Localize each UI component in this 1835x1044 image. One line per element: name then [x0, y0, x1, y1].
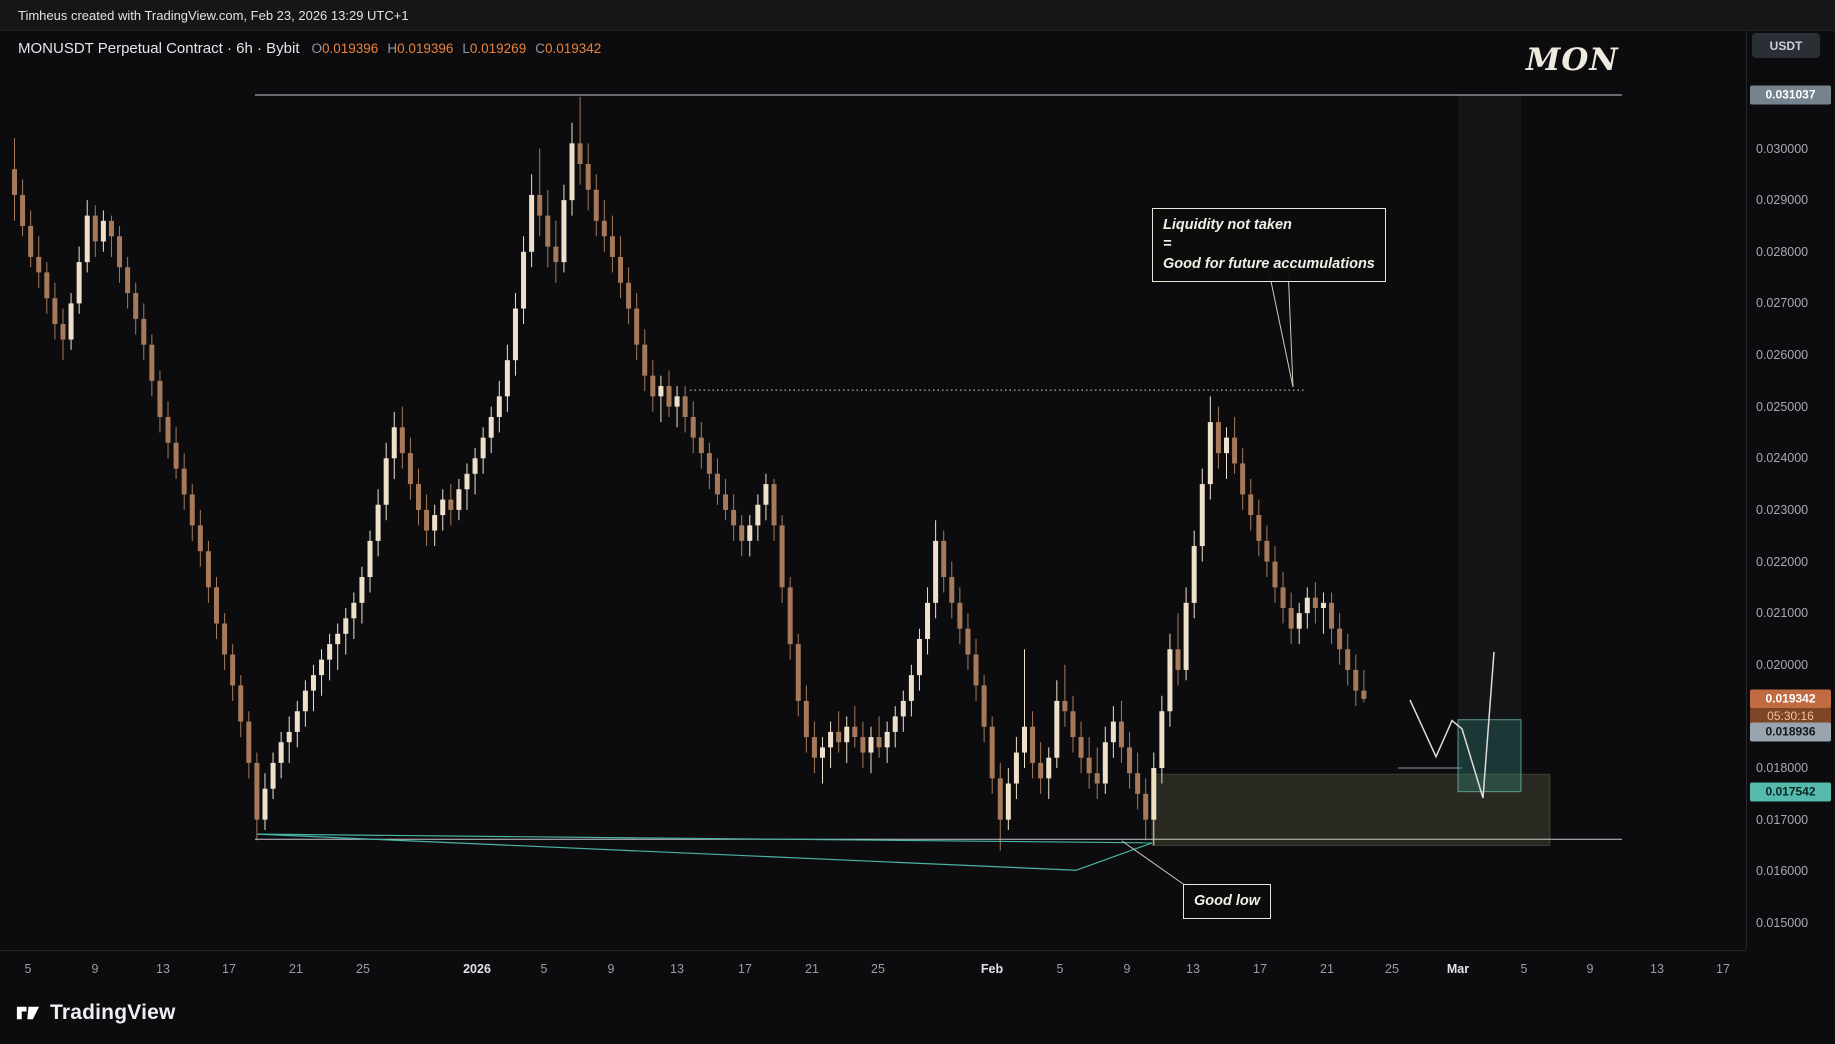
time-tick: 13 [670, 962, 684, 976]
time-tick: 9 [607, 962, 615, 976]
liquidity-note-line-2: = [1163, 236, 1172, 253]
attribution-text: Timheus created with TradingView.com, Fe… [18, 7, 409, 23]
ohlc-close-value: 0.019342 [544, 41, 602, 56]
ohlc-low-label: L [462, 41, 470, 56]
overlays [255, 94, 1622, 887]
time-tick: 17 [738, 962, 752, 976]
tradingview-brand-text: TradingView [50, 1000, 176, 1024]
time-tick: 17 [222, 962, 236, 976]
price-tick: 0.021000 [1756, 606, 1809, 621]
price-badge-0.017542: 0.017542 [1750, 782, 1831, 802]
bar-close-countdown: 05:30:16 [1750, 707, 1831, 724]
price-tick: 0.025000 [1756, 399, 1809, 414]
time-tick: 21 [805, 962, 819, 976]
price-tick: 0.022000 [1756, 554, 1809, 569]
time-tick: 25 [1385, 962, 1399, 976]
price-badge-0.018936: 0.018936 [1750, 722, 1831, 742]
time-tick: Feb [980, 962, 1004, 976]
ohlc-high-value: 0.019396 [397, 41, 454, 56]
time-tick: 2026 [463, 962, 491, 976]
ohlc-values: O0.019396 H0.019396 L0.019269 C0.019342 [311, 41, 601, 56]
ohlc-high-label: H [387, 41, 398, 56]
currency-toggle-button[interactable]: USDT [1752, 33, 1820, 58]
time-tick: 9 [91, 962, 99, 976]
ohlc-open-label: O [311, 41, 322, 56]
time-tick: 21 [1320, 962, 1334, 976]
ohlc-open-value: 0.019396 [322, 41, 379, 56]
price-tick: 0.015000 [1756, 915, 1809, 930]
price-tick: 0.029000 [1756, 193, 1809, 208]
candles [12, 96, 1367, 851]
time-tick: 17 [1253, 962, 1267, 976]
price-tick: 0.027000 [1756, 296, 1809, 311]
liquidity-note-annotation[interactable]: Liquidity not taken = Good for future ac… [1152, 208, 1386, 282]
liquidity-note-line-1: Liquidity not taken [1163, 217, 1292, 233]
time-tick: 13 [1650, 962, 1664, 976]
tradingview-branding[interactable]: TradingView [14, 999, 176, 1026]
ohlc-close-label: C [535, 41, 545, 56]
time-tick: 21 [289, 962, 303, 976]
price-tick: 0.016000 [1756, 864, 1809, 879]
price-tick: 0.023000 [1756, 502, 1809, 517]
ohlc-low-value: 0.019269 [469, 41, 527, 56]
time-tick: 25 [356, 962, 370, 976]
attribution-bar: Timheus created with TradingView.com, Fe… [0, 0, 1835, 31]
time-tick: 5 [24, 962, 32, 976]
time-tick: 9 [1123, 962, 1131, 976]
time-tick: 5 [1520, 962, 1528, 976]
time-tick: 13 [1186, 962, 1200, 976]
time-tick: 5 [540, 962, 548, 976]
time-axis[interactable]: 5 9 13 17 21 25 2026 5 9 13 17 21 25 Feb 5 9 13 17 21 25 Mar… [0, 950, 1746, 996]
ohlc-low: L0.019269 [462, 41, 526, 56]
good-low-annotation[interactable]: Good low [1183, 884, 1272, 920]
time-tick: 5 [1056, 962, 1064, 976]
symbol-watermark: MON [1526, 42, 1619, 78]
tradingview-logo-icon [16, 1006, 40, 1020]
price-tick: 0.030000 [1756, 141, 1809, 156]
liquidity-note-line-3: Good for future accumulations [1163, 255, 1375, 272]
price-axis[interactable]: 0.030000 0.029000 0.028000 0.027000 0.026000… [1746, 31, 1835, 950]
time-tick: 25 [871, 962, 885, 976]
price-tick: 0.020000 [1756, 657, 1809, 672]
price-tick: 0.017000 [1756, 812, 1809, 827]
time-tick: 9 [1586, 962, 1594, 976]
price-badge-0.031037: 0.031037 [1750, 85, 1831, 105]
time-tick: 13 [156, 962, 170, 976]
symbol-title[interactable]: MONUSDT Perpetual Contract · 6h · Bybit [18, 40, 300, 57]
price-badge-0.019342: 0.019342 [1750, 689, 1831, 709]
ohlc-close: C0.019342 [535, 41, 601, 56]
ohlc-high: H0.019396 [387, 41, 453, 56]
time-tick: Mar [1446, 962, 1470, 976]
price-tick: 0.028000 [1756, 244, 1809, 259]
time-tick: 17 [1716, 962, 1730, 976]
price-tick: 0.026000 [1756, 348, 1809, 363]
price-tick: 0.018000 [1756, 761, 1809, 776]
price-tick: 0.024000 [1756, 451, 1809, 466]
ohlc-open: O0.019396 [311, 41, 378, 56]
chart-legend: MONUSDT Perpetual Contract · 6h · Bybit … [18, 40, 601, 57]
